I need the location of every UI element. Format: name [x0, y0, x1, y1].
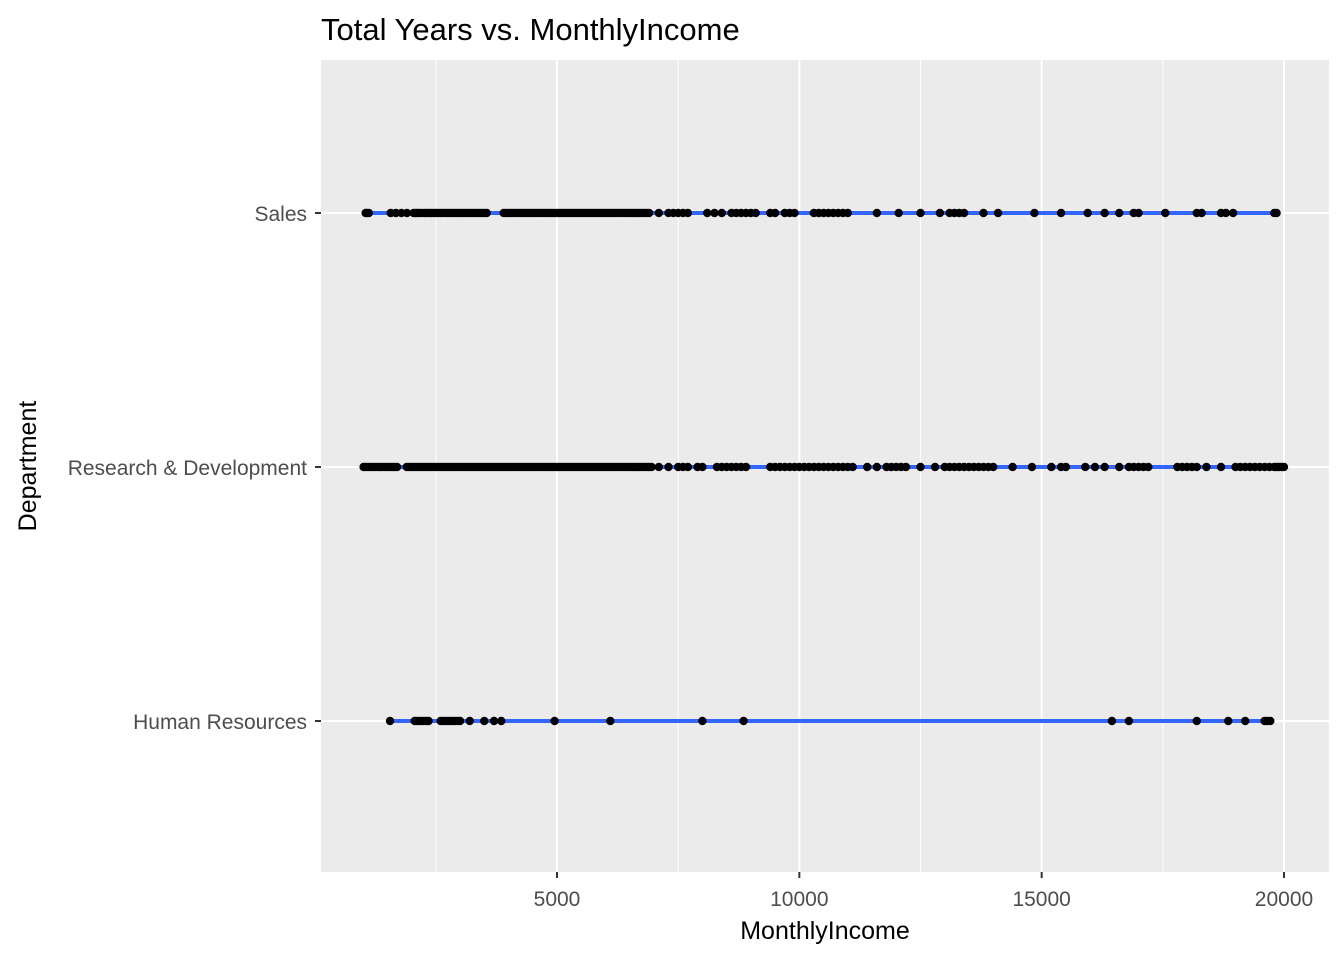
data-point — [497, 716, 506, 726]
data-point — [698, 716, 707, 726]
data-point — [872, 208, 882, 218]
data-point — [935, 208, 945, 218]
data-point — [916, 462, 925, 472]
data-point — [993, 208, 1003, 218]
data-point — [1115, 462, 1124, 472]
data-point — [959, 208, 969, 218]
data-point — [1266, 716, 1275, 726]
data-point — [1221, 208, 1231, 218]
data-point — [1047, 462, 1056, 472]
y-tick-label: Human Resources — [133, 711, 307, 734]
data-point — [989, 462, 998, 472]
data-point — [683, 208, 693, 218]
data-point — [1090, 462, 1100, 472]
data-point — [1224, 716, 1233, 726]
data-point — [698, 462, 707, 472]
data-point — [489, 716, 499, 726]
data-point — [848, 462, 857, 472]
data-point — [482, 208, 491, 218]
data-points — [359, 208, 1289, 726]
data-point — [385, 716, 395, 726]
data-point — [364, 208, 374, 218]
data-point — [1279, 462, 1289, 472]
data-point — [894, 208, 903, 218]
data-point — [862, 462, 872, 472]
data-point — [901, 462, 911, 472]
data-point — [647, 462, 656, 472]
data-point — [1081, 462, 1090, 472]
data-point — [1192, 462, 1201, 472]
data-point — [654, 462, 663, 472]
data-point — [1030, 208, 1039, 218]
data-point — [465, 716, 474, 726]
data-point — [654, 208, 663, 218]
data-point — [1192, 716, 1201, 726]
data-point — [644, 208, 654, 218]
data-point — [979, 208, 988, 218]
data-point — [683, 462, 693, 472]
y-axis: Human Resources Research & Development Sal… — [68, 203, 321, 734]
data-point — [1161, 208, 1170, 218]
data-point — [480, 716, 489, 726]
data-point — [1241, 716, 1250, 726]
data-point — [717, 208, 726, 218]
data-point — [930, 462, 940, 472]
data-point — [1216, 462, 1226, 472]
data-point — [1061, 462, 1071, 472]
data-point — [1027, 462, 1037, 472]
data-point — [843, 208, 852, 218]
data-point — [1144, 462, 1153, 472]
data-point — [1202, 462, 1211, 472]
data-point — [1008, 462, 1017, 472]
data-point — [1228, 208, 1238, 218]
chart-title: Total Years vs. MonthlyIncome — [321, 12, 740, 47]
x-tick-label: 15000 — [1012, 888, 1070, 911]
data-point — [916, 208, 925, 218]
data-point — [1100, 208, 1109, 218]
x-tick-label: 20000 — [1255, 888, 1313, 911]
data-point — [739, 716, 748, 726]
data-point — [1100, 462, 1109, 472]
data-point — [402, 208, 412, 218]
x-tick-label: 5000 — [534, 888, 581, 911]
data-point — [1272, 208, 1281, 218]
data-point — [664, 462, 673, 472]
data-point — [1197, 208, 1206, 218]
y-tick-label: Sales — [254, 203, 307, 226]
x-tick-label: 10000 — [770, 888, 828, 911]
data-point — [741, 462, 751, 472]
data-point — [710, 208, 719, 218]
data-point — [703, 208, 712, 218]
data-point — [751, 208, 760, 218]
y-tick-label: Research & Development — [68, 457, 307, 480]
data-point — [1107, 716, 1117, 726]
data-point — [606, 716, 615, 726]
data-point — [1124, 716, 1134, 726]
data-point — [1056, 208, 1066, 218]
y-axis-title: Department — [14, 401, 42, 532]
data-point — [1083, 208, 1092, 218]
x-axis: 5000 10000 15000 20000 — [534, 872, 1313, 911]
data-point — [455, 716, 465, 726]
data-point — [424, 716, 433, 726]
data-point — [770, 208, 780, 218]
data-point — [550, 716, 559, 726]
data-point — [872, 462, 882, 472]
data-point — [1134, 208, 1143, 218]
data-point — [1115, 208, 1124, 218]
data-point — [790, 208, 799, 218]
x-axis-title: MonthlyIncome — [740, 917, 910, 945]
data-point — [392, 462, 402, 472]
